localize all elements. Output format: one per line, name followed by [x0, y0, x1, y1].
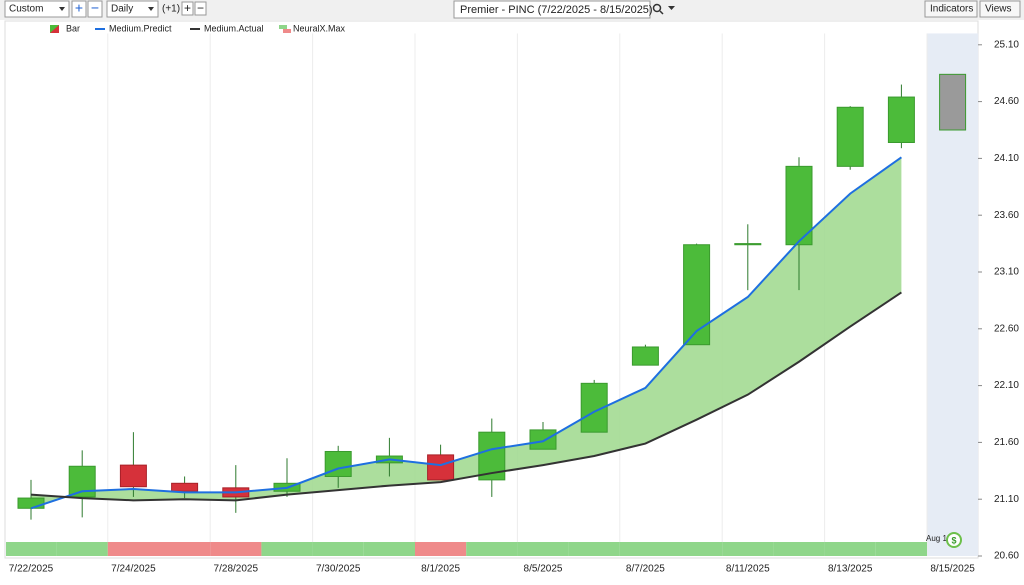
search-icon[interactable]: [652, 3, 662, 13]
offset-minus-button[interactable]: [194, 1, 207, 16]
symbol-box[interactable]: [453, 0, 651, 19]
legend-swatch: [283, 29, 291, 33]
signal-segment: [773, 542, 825, 556]
views-button[interactable]: [979, 0, 1021, 18]
signal-segment: [671, 542, 723, 556]
x-tick-label: 8/13/2025: [828, 564, 873, 575]
range-text: Custom: [9, 4, 43, 15]
candle-body: [683, 244, 711, 346]
offset-text: (+1): [162, 4, 180, 15]
signal-segment: [415, 542, 467, 556]
candle-body: [427, 454, 455, 481]
y-tick-label: 24.60: [994, 96, 1019, 107]
zoom-out-button[interactable]: [87, 0, 103, 18]
x-tick-label: 8/1/2025: [421, 564, 460, 575]
x-tick-label: 8/7/2025: [626, 564, 665, 575]
series-line: [30, 156, 902, 510]
y-tick-label: 23.10: [994, 267, 1019, 278]
interval-text: Daily: [111, 4, 133, 15]
series-line: [30, 291, 902, 502]
area-fill: [31, 157, 902, 509]
candle-body: [171, 482, 199, 492]
indicators-button[interactable]: [924, 0, 978, 18]
signal-segment: [363, 542, 415, 556]
x-tick-label: 8/15/2025: [930, 564, 975, 575]
minus-icon: −: [197, 1, 204, 15]
candle-body: [68, 465, 96, 498]
x-tick-label: 7/30/2025: [316, 564, 361, 575]
dropdown-arrow: [59, 7, 65, 11]
symbol-text: Premier - PINC (7/22/2025 - 8/15/2025): [460, 4, 653, 16]
x-tick-label: 7/22/2025: [9, 564, 54, 575]
views-text: Views: [985, 4, 1012, 15]
signal-segment: [312, 542, 364, 556]
signal-segment: [159, 542, 211, 556]
legend-label: Medium.Predict: [109, 23, 172, 33]
annotation-icon-inner: [948, 534, 960, 546]
signal-segment: [6, 542, 57, 556]
y-tick-label: 22.60: [994, 323, 1019, 334]
minus-icon: −: [91, 0, 99, 16]
legend-swatch: [279, 25, 287, 29]
signal-segment: [107, 542, 159, 556]
plus-icon: +: [75, 0, 83, 16]
y-tick-label: 22.10: [994, 380, 1019, 391]
candle-body: [836, 106, 864, 167]
y-tick-label: 23.60: [994, 210, 1019, 221]
zoom-in-button[interactable]: [71, 0, 87, 18]
legend-label: NeuralX.Max: [293, 23, 346, 33]
annotation: Aug 19: [926, 534, 952, 543]
legend-label: Bar: [66, 23, 80, 33]
x-tick-label: 8/11/2025: [726, 564, 770, 575]
signal-segment: [210, 542, 262, 556]
candle-body: [785, 165, 813, 246]
y-tick-label: 25.10: [994, 39, 1019, 50]
annotation-icon-text: $: [951, 535, 956, 545]
x-tick-label: 7/24/2025: [111, 564, 156, 575]
y-tick-label: 21.60: [994, 437, 1019, 448]
range-select[interactable]: [4, 0, 70, 18]
signal-segment: [517, 542, 569, 556]
signal-segment: [568, 542, 620, 556]
signal-segment: [261, 542, 313, 556]
y-tick-label: 20.60: [994, 551, 1019, 562]
signal-segment: [466, 542, 518, 556]
forecast-candle: [939, 73, 967, 131]
candle-body: [734, 243, 762, 246]
offset-plus-button[interactable]: [181, 1, 194, 16]
candle-body: [17, 497, 45, 509]
y-tick-label: 24.10: [994, 153, 1019, 164]
signal-segment: [56, 542, 108, 556]
signal-segment: [619, 542, 671, 556]
candle-body: [887, 96, 915, 143]
signal-segment: [824, 542, 876, 556]
legend-label: Medium.Actual: [204, 23, 264, 33]
indicators-text: Indicators: [930, 4, 973, 15]
search-icon-handle: [659, 10, 664, 15]
signal-segment: [722, 542, 774, 556]
y-tick-label: 21.10: [994, 494, 1019, 505]
candle-body: [631, 346, 659, 366]
candle-body: [529, 429, 557, 450]
x-tick-label: 7/28/2025: [214, 564, 259, 575]
legend-swatch: [50, 25, 59, 33]
plus-icon: +: [184, 1, 191, 15]
signal-segment: [875, 542, 927, 556]
dropdown-arrow: [148, 7, 154, 11]
interval-select[interactable]: [106, 0, 159, 18]
candle-body: [119, 464, 147, 488]
dropdown-arrow[interactable]: [668, 6, 675, 10]
x-tick-label: 8/5/2025: [524, 564, 563, 575]
